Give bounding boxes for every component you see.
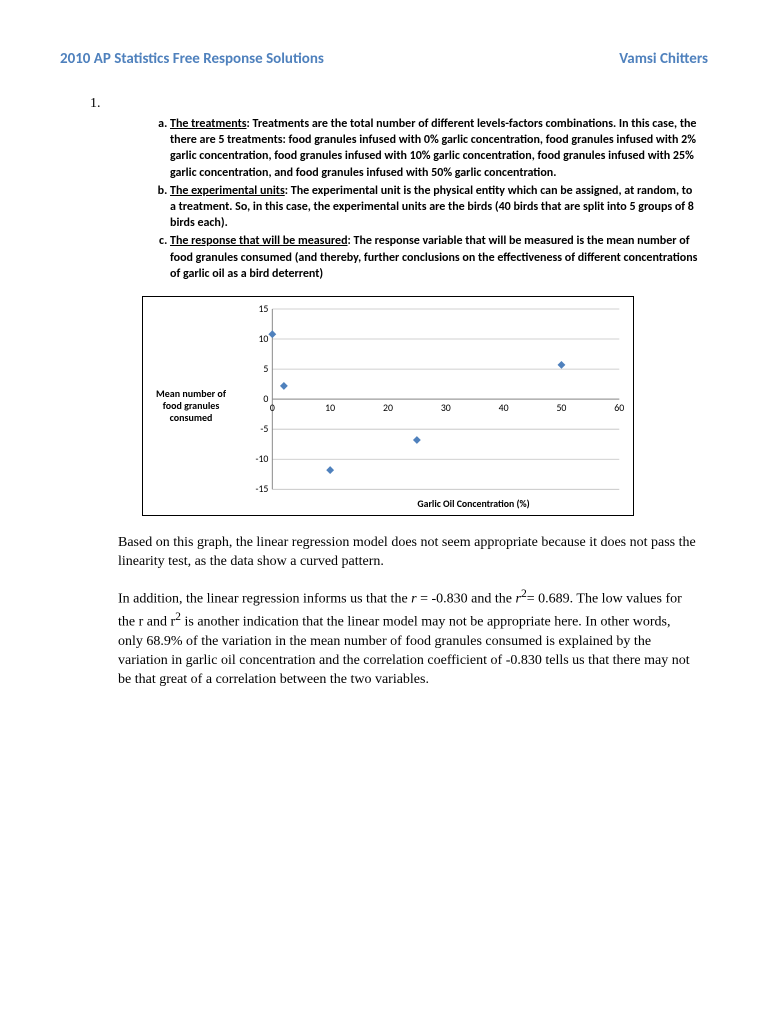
svg-text:10: 10 [325,402,335,414]
doc-author: Vamsi Chitters [619,50,708,68]
scatter-chart: Mean number of food granules consumed -1… [142,296,634,516]
svg-text:60: 60 [614,402,624,414]
part-a-text: : Treatments are the total number of dif… [170,117,696,180]
svg-text:-10: -10 [255,453,268,465]
part-b: The experimental units: The experimental… [170,183,708,232]
svg-text:-5: -5 [260,423,268,435]
svg-text:Garlic Oil Concentration (%): Garlic Oil Concentration (%) [417,498,529,510]
svg-text:40: 40 [499,402,509,414]
svg-text:-15: -15 [255,483,268,495]
svg-text:0: 0 [263,393,268,405]
chart-svg: -15-10-50510150102030405060Garlic Oil Co… [239,297,633,515]
chart-y-axis-label: Mean number of food granules consumed [143,297,239,515]
analysis-para-2: In addition, the linear regression infor… [118,586,698,690]
p2-rval: = -0.830 and the [417,591,516,606]
part-a: The treatments: Treatments are the total… [170,116,708,181]
answer-parts-list: The treatments: Treatments are the total… [60,116,708,282]
part-c-label: The response that will be measured [170,234,348,248]
p2-prefix: In addition, the linear regression infor… [118,591,411,606]
page-container: 2010 AP Statistics Free Response Solutio… [0,0,768,743]
svg-text:50: 50 [556,402,566,414]
p2-rest: is another indication that the linear mo… [118,615,690,687]
question-number: 1. [90,96,708,112]
svg-text:15: 15 [258,303,268,315]
part-b-label: The experimental units [170,184,285,198]
part-a-label: The treatments [170,117,247,131]
doc-title: 2010 AP Statistics Free Response Solutio… [60,50,324,68]
chart-plot-area: -15-10-50510150102030405060Garlic Oil Co… [239,297,633,515]
page-header: 2010 AP Statistics Free Response Solutio… [60,50,708,68]
svg-text:10: 10 [258,333,268,345]
svg-text:0: 0 [270,402,275,414]
svg-text:20: 20 [383,402,393,414]
svg-text:30: 30 [441,402,451,414]
part-c: The response that will be measured: The … [170,233,708,282]
svg-text:5: 5 [263,363,268,375]
analysis-para-1: Based on this graph, the linear regressi… [118,534,698,572]
